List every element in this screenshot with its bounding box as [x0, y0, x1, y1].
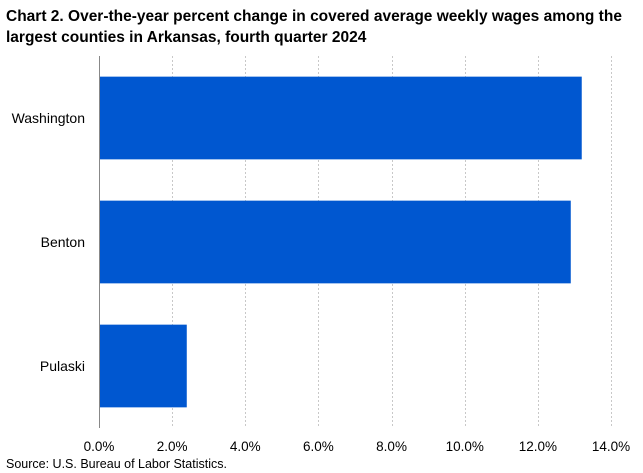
x-tick-labels: 0.0% 2.0% 4.0% 6.0% 8.0% 10.0% 12.0% 14.0%: [84, 439, 631, 454]
x-tick-label: 8.0%: [376, 439, 407, 454]
bar-pulaski: [99, 324, 187, 408]
source-note: Source: U.S. Bureau of Labor Statistics.: [6, 457, 227, 471]
x-tick-label: 2.0%: [157, 439, 188, 454]
category-labels: Washington Benton Pulaski: [12, 110, 85, 374]
bar-benton: [99, 200, 571, 284]
bars: [99, 76, 582, 408]
x-tick-label: 14.0%: [592, 439, 630, 454]
x-tick-label: 0.0%: [84, 439, 115, 454]
category-label: Washington: [12, 110, 85, 126]
chart-title: Chart 2. Over-the-year percent change in…: [6, 8, 622, 46]
x-tick-label: 12.0%: [519, 439, 557, 454]
category-label: Pulaski: [40, 358, 85, 374]
bar-washington: [99, 76, 582, 160]
x-tick-label: 10.0%: [446, 439, 484, 454]
x-tick-label: 4.0%: [230, 439, 261, 454]
x-tick-label: 6.0%: [303, 439, 334, 454]
category-label: Benton: [41, 234, 85, 250]
